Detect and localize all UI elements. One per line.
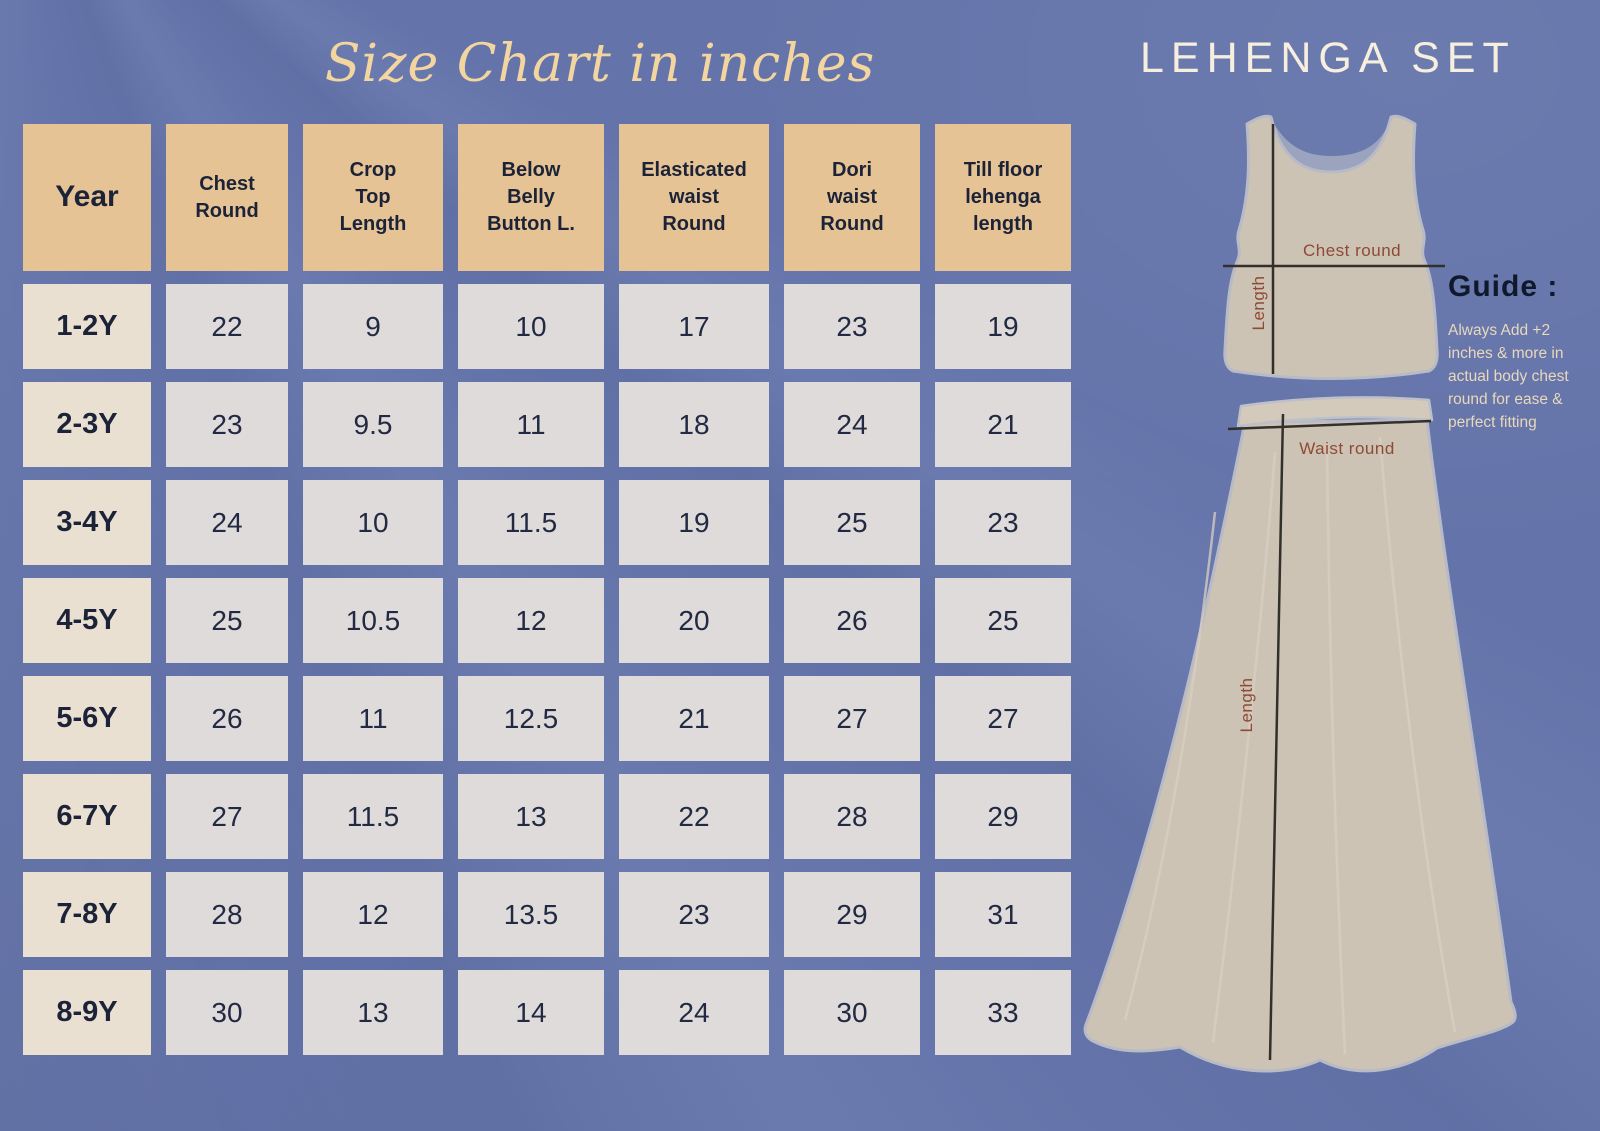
measurement-guide: Guide : Always Add +2 inches & more in a…	[1448, 270, 1576, 435]
size-value-cell: 19	[935, 284, 1071, 369]
size-value-cell: 10.5	[303, 578, 443, 663]
size-value-cell: 10	[458, 284, 604, 369]
size-value-cell: 20	[619, 578, 769, 663]
size-value-cell: 12	[458, 578, 604, 663]
size-value-cell: 30	[166, 970, 288, 1055]
skirt-length-line	[1268, 413, 1285, 1061]
lehenga-skirt-illustration: Waist round Length	[1083, 396, 1517, 1073]
crop-top-shape	[1223, 114, 1439, 380]
size-value-cell: 29	[784, 872, 920, 957]
skirt-length-label: Length	[1237, 678, 1256, 733]
size-value-cell: 26	[166, 676, 288, 761]
size-value-cell: 29	[935, 774, 1071, 859]
size-value-cell: 31	[935, 872, 1071, 957]
waist-round-label: Waist round	[1299, 439, 1395, 458]
year-label-cell: 6-7Y	[23, 774, 151, 859]
year-label-cell: 8-9Y	[23, 970, 151, 1055]
size-value-cell: 11.5	[303, 774, 443, 859]
size-value-cell: 17	[619, 284, 769, 369]
size-value-cell: 28	[166, 872, 288, 957]
size-value-cell: 24	[784, 382, 920, 467]
size-value-cell: 10	[303, 480, 443, 565]
size-value-cell: 26	[784, 578, 920, 663]
year-label-cell: 4-5Y	[23, 578, 151, 663]
size-value-cell: 22	[166, 284, 288, 369]
column-header: Crop Top Length	[303, 124, 443, 271]
year-column-header: Year	[23, 124, 151, 271]
size-value-cell: 27	[166, 774, 288, 859]
top-length-label: Length	[1249, 276, 1268, 331]
size-value-cell: 12.5	[458, 676, 604, 761]
size-value-cell: 19	[619, 480, 769, 565]
year-label-cell: 5-6Y	[23, 676, 151, 761]
column-header: Below Belly Button L.	[458, 124, 604, 271]
size-value-cell: 25	[784, 480, 920, 565]
column-header: Chest Round	[166, 124, 288, 271]
size-value-cell: 23	[935, 480, 1071, 565]
year-label-cell: 1-2Y	[23, 284, 151, 369]
size-value-cell: 24	[619, 970, 769, 1055]
size-value-cell: 13.5	[458, 872, 604, 957]
size-value-cell: 22	[619, 774, 769, 859]
size-value-cell: 23	[784, 284, 920, 369]
size-value-cell: 21	[935, 382, 1071, 467]
size-value-cell: 23	[619, 872, 769, 957]
size-value-cell: 13	[303, 970, 443, 1055]
chest-round-label: Chest round	[1303, 241, 1401, 260]
size-value-cell: 33	[935, 970, 1071, 1055]
size-value-cell: 13	[458, 774, 604, 859]
size-value-cell: 24	[166, 480, 288, 565]
size-value-cell: 9.5	[303, 382, 443, 467]
size-value-cell: 9	[303, 284, 443, 369]
size-value-cell: 25	[166, 578, 288, 663]
size-value-cell: 21	[619, 676, 769, 761]
size-value-cell: 12	[303, 872, 443, 957]
year-label-cell: 2-3Y	[23, 382, 151, 467]
crop-top-illustration: Chest round Length	[1223, 114, 1445, 380]
column-header: Till floor lehenga length	[935, 124, 1071, 271]
guide-heading: Guide :	[1448, 270, 1559, 303]
size-value-cell: 30	[784, 970, 920, 1055]
waist-round-line	[1227, 419, 1432, 431]
size-value-cell: 14	[458, 970, 604, 1055]
column-header: Dori waist Round	[784, 124, 920, 271]
neckline-shadow	[1271, 118, 1391, 172]
size-table: Year Chest Round Crop Top Length Below Bell…	[23, 124, 1071, 1055]
skirt-shape	[1083, 418, 1517, 1073]
size-value-cell: 18	[619, 382, 769, 467]
size-value-cell: 28	[784, 774, 920, 859]
size-value-cell: 27	[935, 676, 1071, 761]
size-value-cell: 27	[784, 676, 920, 761]
size-value-cell: 11.5	[458, 480, 604, 565]
skirt-waistband	[1236, 396, 1434, 428]
size-value-cell: 23	[166, 382, 288, 467]
size-value-cell: 11	[303, 676, 443, 761]
year-label-cell: 7-8Y	[23, 872, 151, 957]
size-value-cell: 11	[458, 382, 604, 467]
year-label-cell: 3-4Y	[23, 480, 151, 565]
skirt-fold-lines	[1123, 436, 1457, 1055]
page-title: Size Chart in inches	[324, 34, 876, 94]
size-value-cell: 25	[935, 578, 1071, 663]
guide-body: Always Add +2 inches & more in actual bo…	[1448, 322, 1569, 431]
column-header: Elasticated waist Round	[619, 124, 769, 271]
product-title: LEHENGA SET	[1140, 34, 1516, 82]
